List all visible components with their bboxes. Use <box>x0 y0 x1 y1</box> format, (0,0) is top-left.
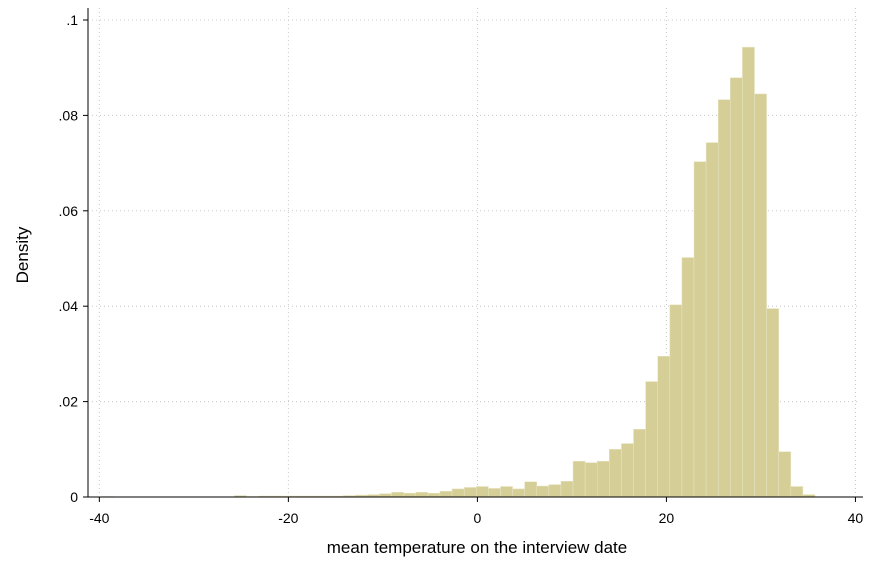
bar <box>572 460 586 498</box>
y-tick-label: .06 <box>59 203 79 219</box>
x-tick-label: -40 <box>89 510 109 526</box>
y-tick-label: .08 <box>59 107 79 123</box>
bar <box>693 161 707 498</box>
bar <box>705 142 719 498</box>
bar <box>790 486 804 498</box>
x-tick-label: 20 <box>659 510 675 526</box>
y-tick-label: 0 <box>70 489 78 505</box>
y-tick-label: .1 <box>66 12 78 28</box>
bar <box>669 304 683 498</box>
bar <box>730 77 743 498</box>
bar <box>403 492 417 498</box>
bar <box>681 257 695 498</box>
bar <box>379 493 392 498</box>
y-tick-label: .02 <box>59 394 79 410</box>
bar <box>645 381 658 498</box>
x-tick-label: 0 <box>473 510 481 526</box>
bar <box>524 481 537 498</box>
bar <box>633 429 646 498</box>
bar <box>560 481 574 498</box>
bar <box>621 443 634 498</box>
bar <box>391 491 404 498</box>
bar <box>548 484 562 498</box>
y-tick-label: .04 <box>59 298 79 314</box>
bar <box>609 449 622 498</box>
x-axis-title: mean temperature on the interview date <box>327 538 628 557</box>
bar <box>742 46 755 498</box>
bar <box>584 462 598 498</box>
bar <box>427 492 441 498</box>
bar <box>476 486 489 498</box>
bar <box>488 488 501 498</box>
bar <box>463 487 477 498</box>
y-axis-title: Density <box>13 226 32 283</box>
bar <box>596 460 610 498</box>
x-tick-label: 40 <box>848 510 864 526</box>
bar <box>766 308 779 498</box>
bar <box>451 488 465 498</box>
bar <box>717 99 731 498</box>
bar <box>536 485 550 498</box>
bar <box>754 93 767 498</box>
x-tick-label: -20 <box>278 510 298 526</box>
bar <box>778 451 792 498</box>
bar <box>512 488 525 498</box>
bar <box>500 486 513 498</box>
bar <box>415 491 429 498</box>
bar <box>439 491 453 498</box>
bar <box>657 356 671 498</box>
